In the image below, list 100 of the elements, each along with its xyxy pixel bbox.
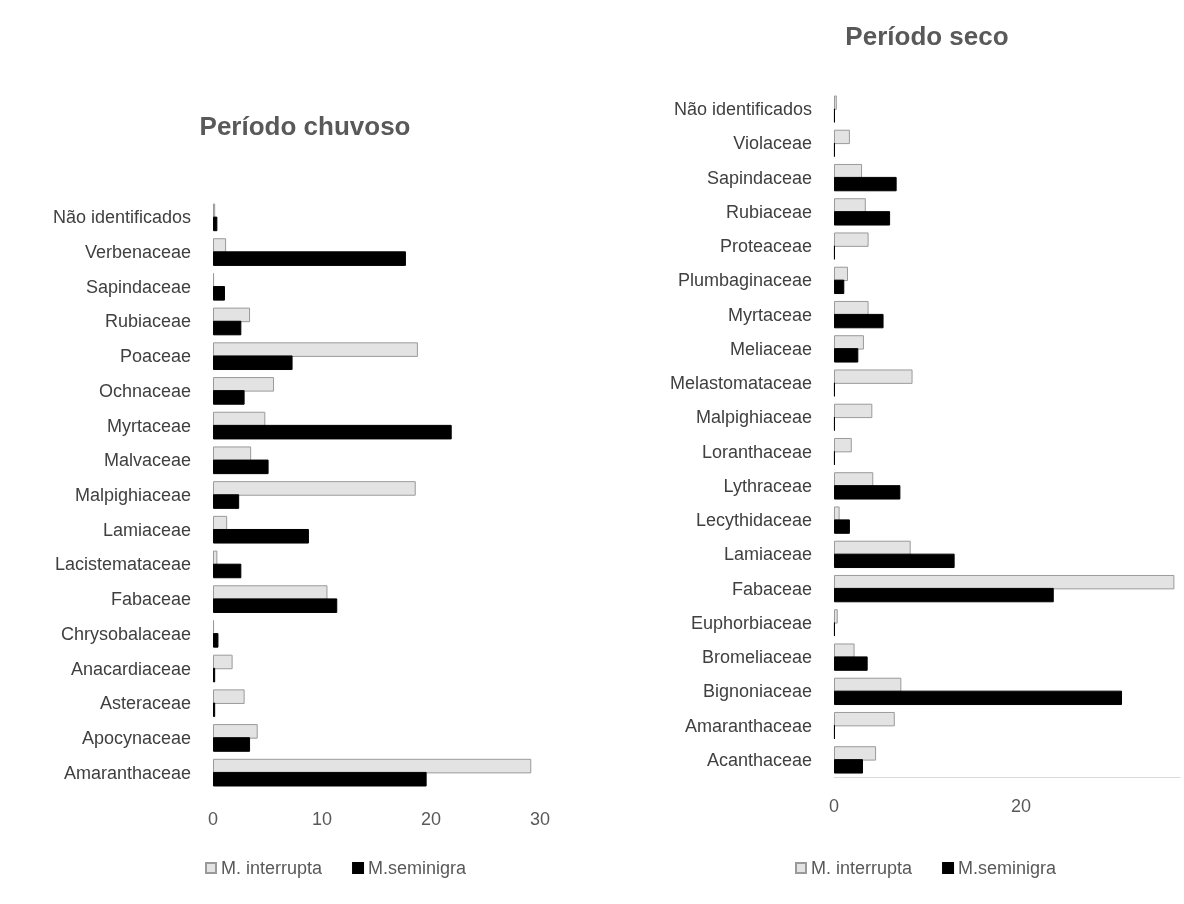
bar [213, 563, 242, 579]
y-tick-label: Poaceae [119, 346, 191, 367]
y-tick-label: Verbenaceae [84, 242, 191, 263]
y-tick-label: Não identificados [673, 99, 812, 120]
bar [834, 587, 1054, 603]
y-tick-label: Lecythidaceae [695, 510, 812, 531]
x-tick-label: 20 [420, 809, 442, 829]
bar [213, 342, 418, 357]
bar [834, 279, 845, 295]
y-tick-label: Proteaceae [719, 236, 812, 257]
legend-label: M.seminigra [368, 858, 468, 878]
y-tick-label: Plumbaginaceae [677, 270, 812, 291]
y-tick-label: Myrtaceae [106, 415, 191, 436]
bar [213, 459, 269, 475]
bar [213, 689, 245, 704]
bar [834, 472, 874, 487]
y-tick-label: Sapindaceae [85, 276, 191, 297]
bar [834, 403, 873, 419]
y-tick-label: Malpighiaceae [695, 407, 812, 428]
bar [834, 300, 869, 316]
bar [213, 550, 218, 566]
y-tick-label: Rubiaceae [725, 201, 812, 222]
y-tick-label: Loranthaceae [701, 441, 812, 462]
bar [213, 724, 258, 739]
bar [834, 519, 850, 534]
bar [213, 494, 240, 509]
bar [213, 320, 242, 336]
bar [834, 553, 955, 569]
x-tick-label: 0 [828, 796, 840, 816]
y-tick-label: Violaceae [733, 133, 812, 154]
bar [213, 251, 406, 266]
y-tick-label: Bromeliaceae [701, 647, 812, 668]
x-tick-label: 10 [311, 809, 333, 829]
bar [834, 690, 1123, 706]
y-tick-label: Fabaceae [731, 578, 812, 599]
bar [834, 506, 840, 521]
bar [834, 485, 901, 500]
bar [834, 643, 855, 658]
bar [213, 771, 427, 787]
bar [834, 163, 863, 179]
bar [834, 711, 895, 727]
bar [834, 677, 902, 693]
bar [834, 574, 1175, 590]
y-tick-label: Fabaceae [110, 589, 191, 610]
bar [213, 481, 416, 496]
y-tick-label: Melastomataceae [669, 373, 812, 394]
bar [213, 737, 251, 752]
x-tick-label: 30 [529, 809, 551, 829]
bar [834, 313, 884, 329]
bar [834, 348, 859, 363]
bar [834, 609, 838, 624]
bar [834, 176, 897, 192]
chart-title: Período chuvoso [199, 111, 411, 141]
y-tick-label: Chrysobalaceae [60, 623, 191, 644]
bar [213, 758, 532, 774]
y-tick-label: Lacistemataceae [54, 554, 191, 575]
y-tick-label: Amaranthaceae [63, 762, 191, 783]
legend-label: M. interrupta [221, 858, 324, 878]
bar [834, 759, 863, 774]
y-tick-label: Malpighiaceae [74, 485, 191, 505]
bar [213, 424, 452, 440]
y-tick-label: Sapindaceae [706, 167, 812, 188]
bar [213, 216, 218, 232]
bar [213, 598, 338, 613]
legend-label: M.seminigra [958, 858, 1058, 878]
bar [834, 746, 877, 761]
bar [834, 335, 864, 350]
x-tick-label: 0 [207, 809, 219, 829]
bar [834, 437, 852, 453]
y-tick-label: Meliaceae [729, 338, 812, 359]
y-tick-label: Rubiaceae [104, 311, 191, 332]
y-tick-label: Apocynaceae [81, 727, 191, 748]
y-tick-label: Não identificados [52, 207, 191, 228]
bar [834, 540, 911, 556]
bar [213, 633, 219, 648]
bar [834, 656, 868, 671]
y-tick-label: Ochnaceae [98, 380, 191, 401]
bar [834, 129, 850, 145]
legend-label: M. interrupta [811, 858, 914, 878]
bar [213, 355, 293, 371]
y-tick-label: Acanthaceae [706, 749, 812, 770]
y-tick-label: Amaranthaceae [684, 715, 812, 736]
y-tick-label: Anacardiaceae [70, 658, 191, 679]
bar [834, 211, 891, 226]
bar [213, 307, 251, 323]
bar [213, 654, 233, 670]
y-tick-label: Lamiaceae [723, 544, 812, 565]
bar [834, 369, 913, 384]
y-tick-label: Lamiaceae [102, 519, 191, 540]
bar [213, 377, 275, 392]
bar [834, 198, 866, 213]
y-tick-label: Lythraceae [723, 475, 812, 496]
bar [213, 528, 309, 544]
y-tick-label: Myrtaceae [727, 304, 812, 325]
bar [213, 585, 328, 600]
x-tick-label: 20 [1011, 796, 1032, 816]
y-tick-label: Euphorbiaceae [690, 612, 812, 633]
bar [213, 286, 225, 301]
chart-title: Período seco [845, 21, 1009, 51]
bar [834, 266, 849, 282]
